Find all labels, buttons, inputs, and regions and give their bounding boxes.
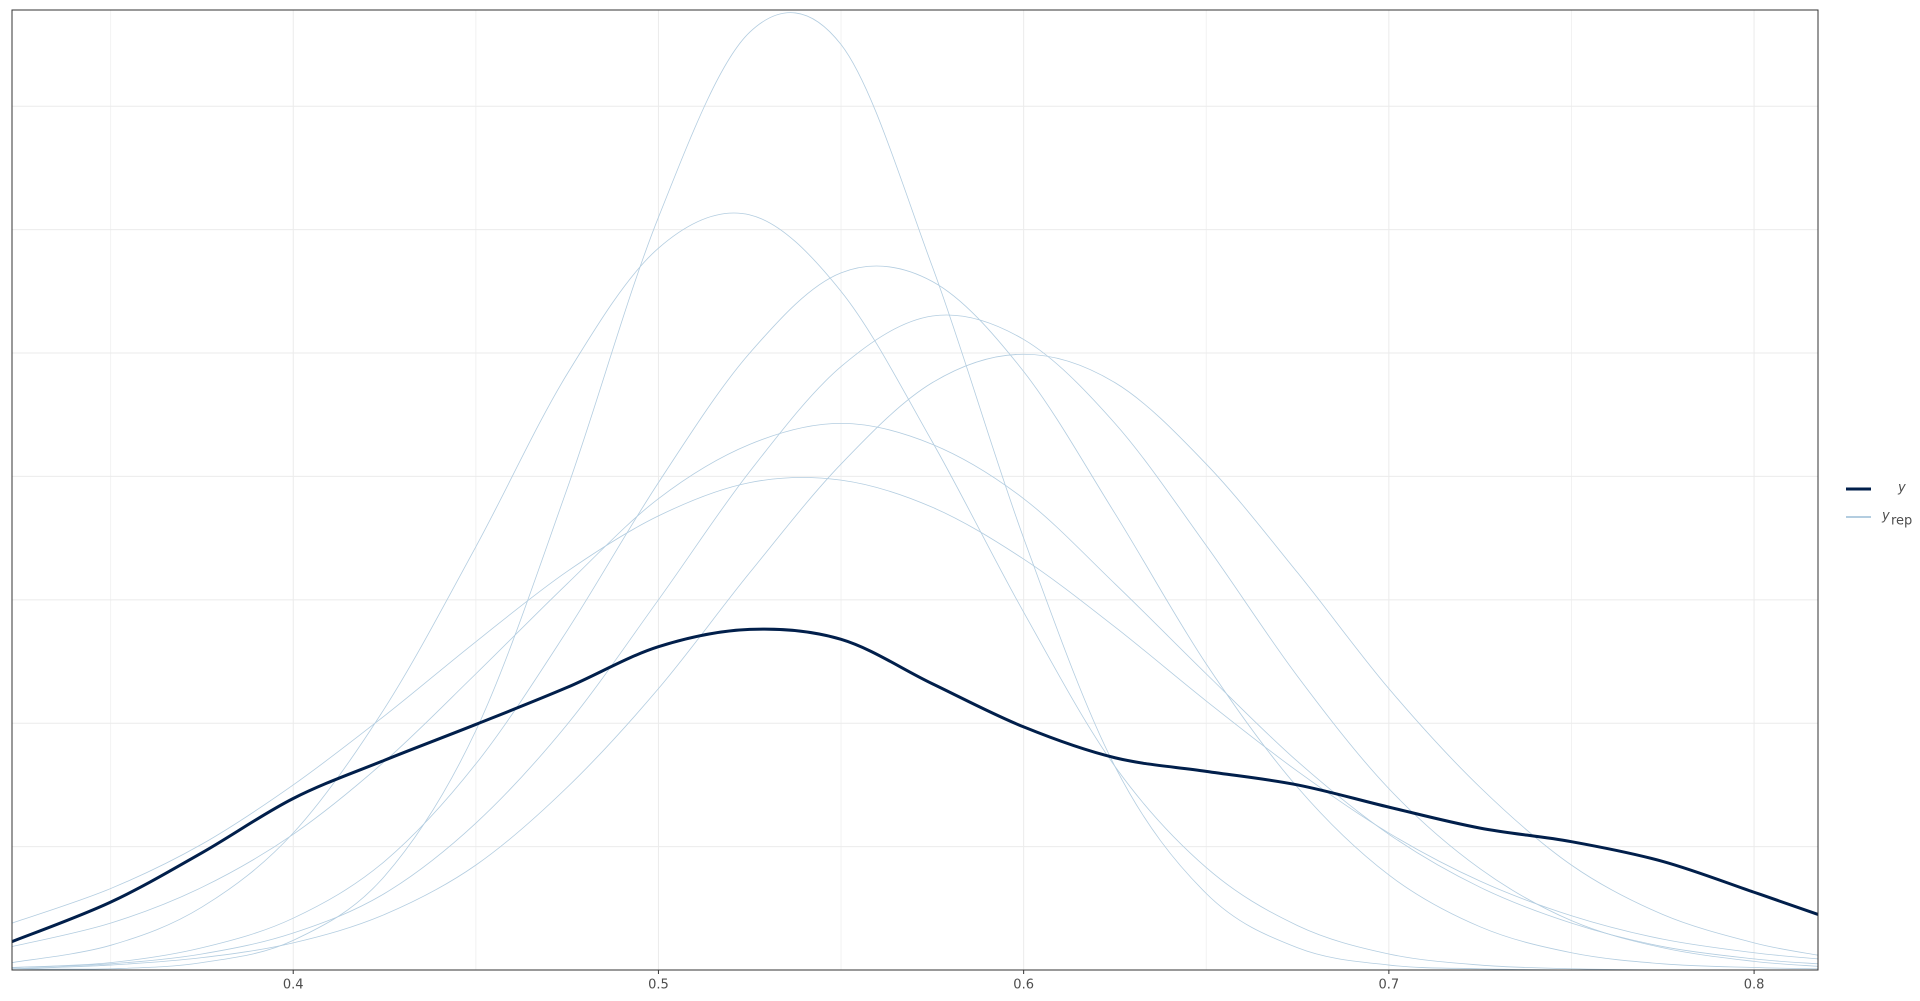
rep-density	[11, 353, 1819, 970]
legend-label-subscript: rep	[1891, 514, 1912, 529]
rep-density	[11, 314, 1819, 968]
x-tick-label: 0.6	[1013, 978, 1034, 993]
legend-label: y	[1881, 509, 1890, 524]
rep-density	[11, 422, 1819, 965]
rep-density	[11, 12, 1818, 971]
x-tick-label: 0.7	[1379, 978, 1400, 993]
legend-label: y	[1897, 481, 1906, 496]
x-tick-label: 0.4	[283, 978, 304, 993]
plot-border	[11, 9, 1819, 971]
rep-density	[11, 212, 1818, 971]
rep-density	[11, 265, 1819, 970]
observed-density	[11, 627, 1819, 944]
x-tick-label: 0.5	[648, 978, 669, 993]
rep-density	[11, 477, 1819, 960]
x-tick-label: 0.8	[1744, 978, 1765, 993]
